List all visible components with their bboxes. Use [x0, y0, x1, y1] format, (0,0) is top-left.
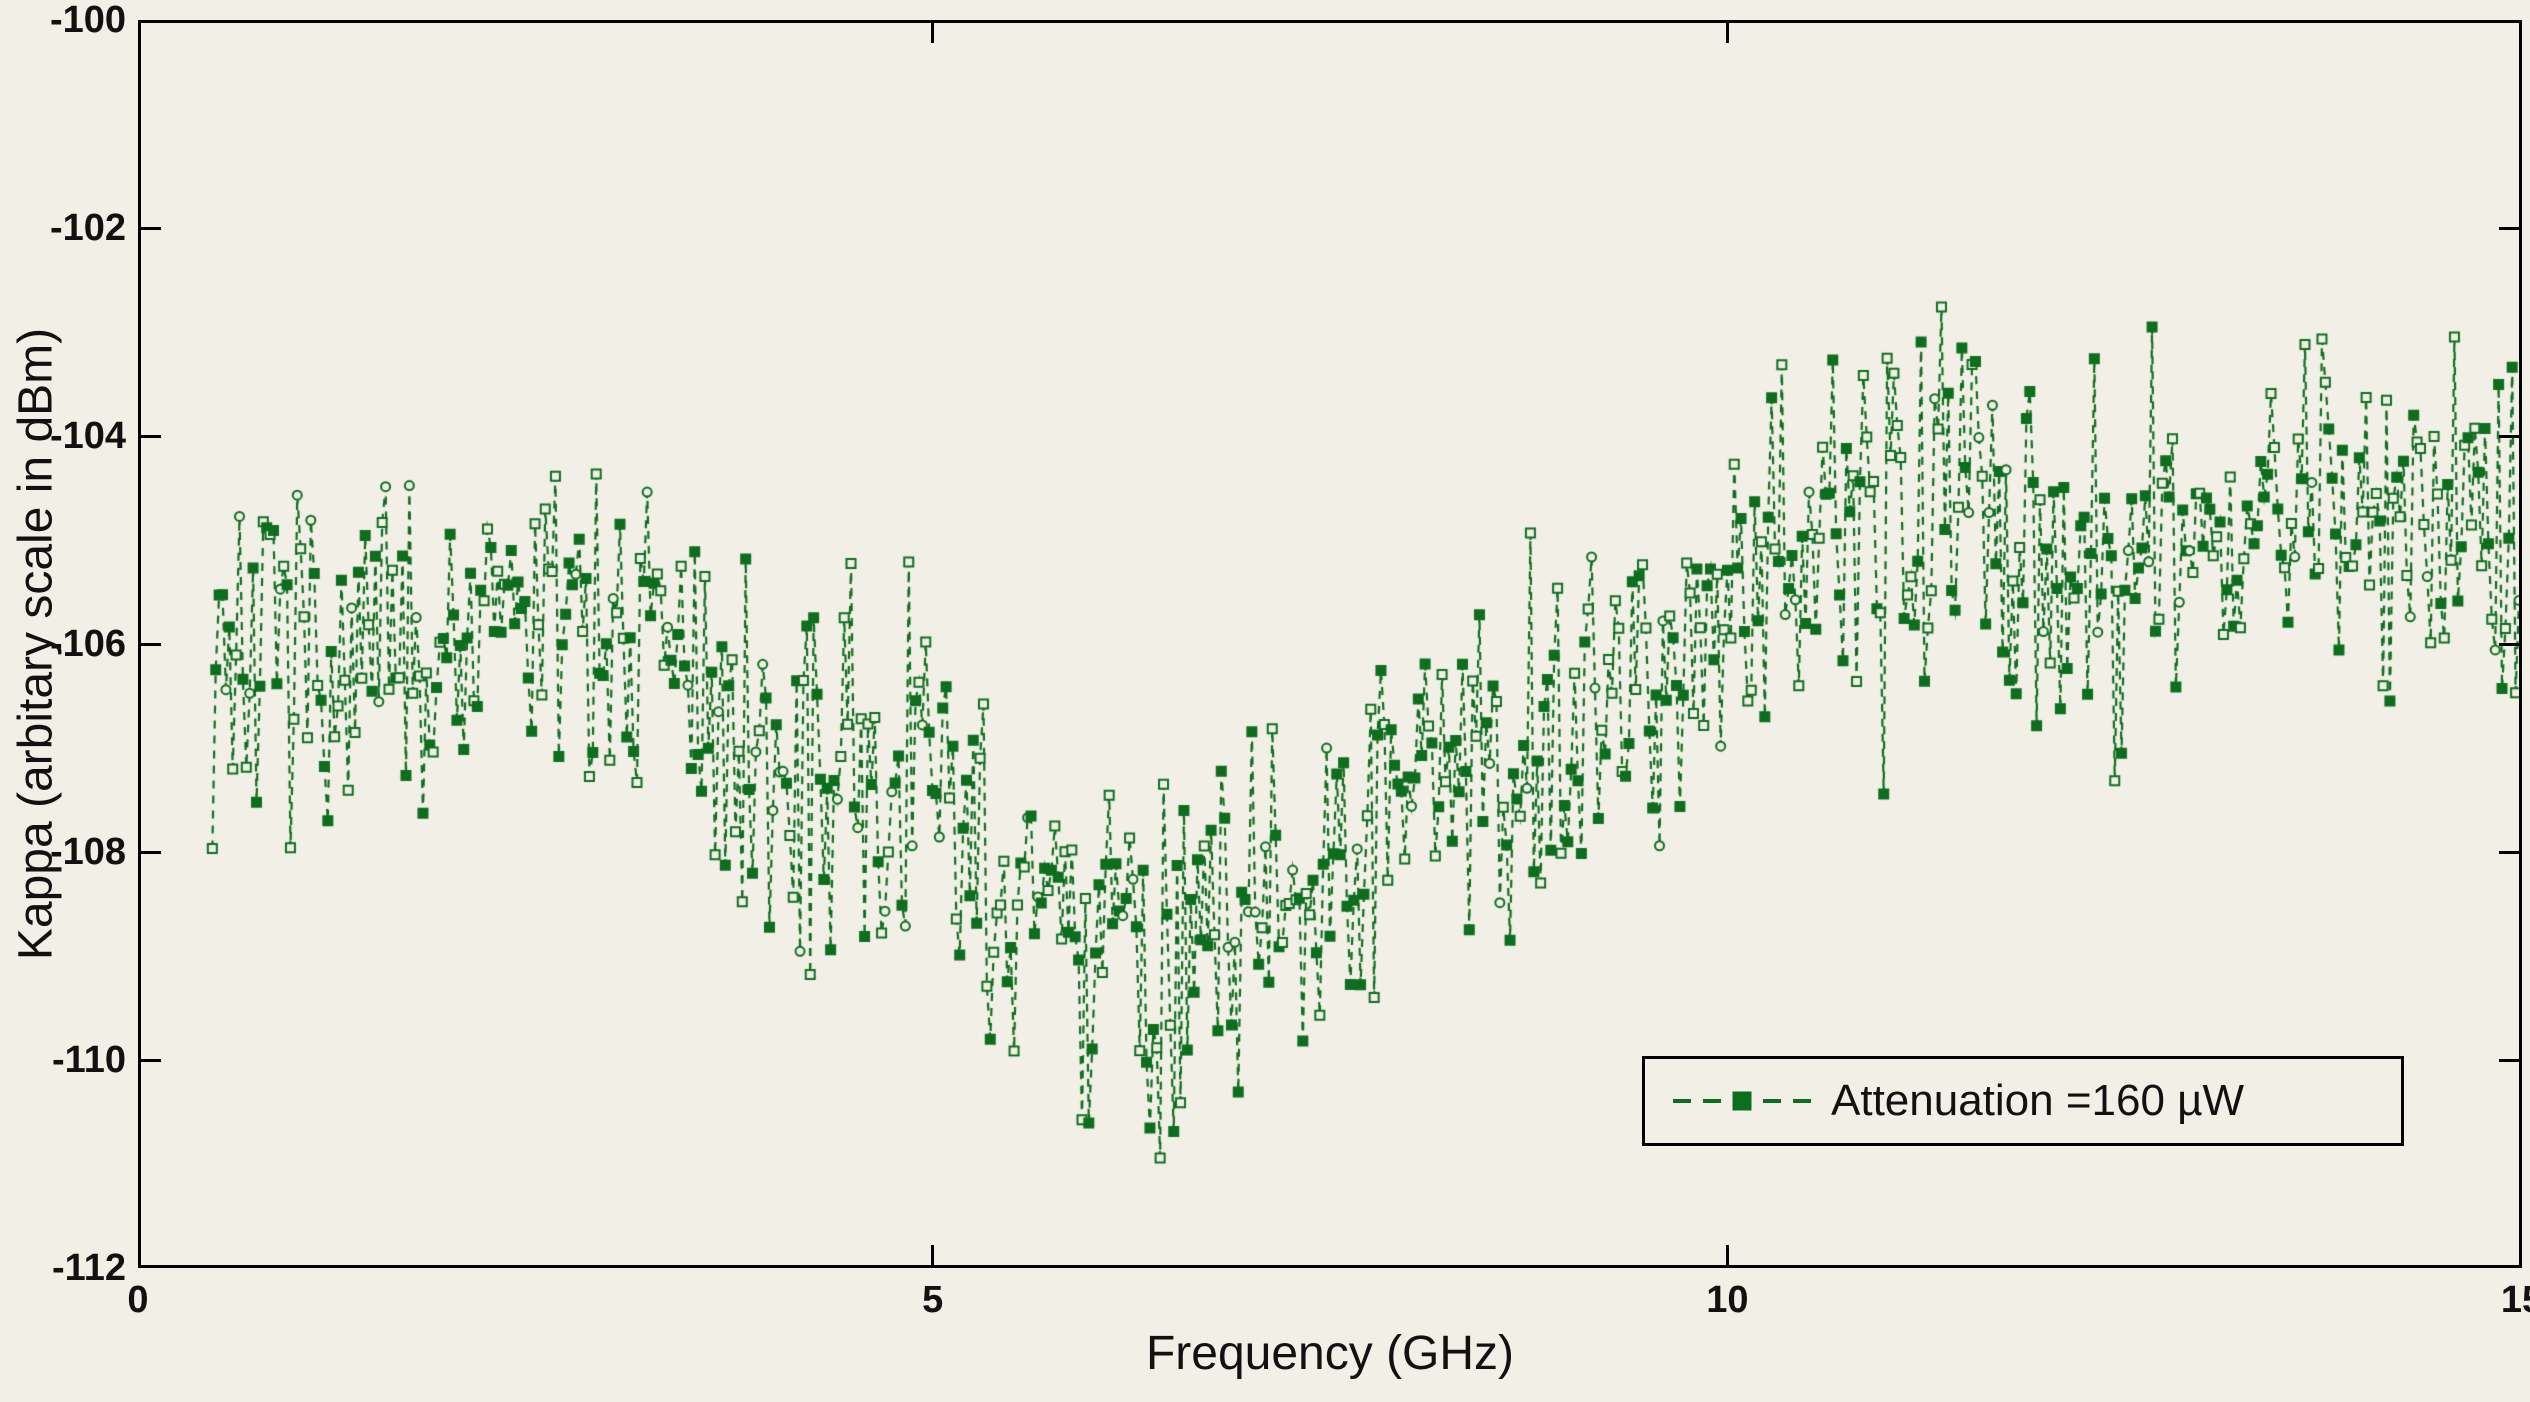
x-tick-mark [931, 23, 935, 43]
x-tick-label: 10 [1706, 1279, 1749, 1321]
y-tick-label: -102 [49, 207, 126, 249]
y-tick-mark [141, 850, 161, 854]
x-tick-label: 5 [922, 1279, 944, 1321]
y-tick-mark [2499, 1058, 2519, 1062]
y-tick-mark [2499, 850, 2519, 854]
x-tick-mark [1725, 23, 1729, 43]
y-tick-mark [141, 434, 161, 438]
y-tick-label: -110 [52, 1039, 126, 1081]
y-tick-mark [2499, 434, 2519, 438]
y-tick-mark [2499, 642, 2519, 646]
y-tick-label: -100 [49, 0, 126, 41]
y-tick-mark [141, 226, 161, 230]
y-tick-mark [2499, 226, 2519, 230]
y-tick-label: -112 [52, 1247, 126, 1289]
x-axis-label: Frequency (GHz) [1145, 1327, 1515, 1380]
x-tick-label: 15 [2500, 1279, 2530, 1321]
y-tick-label: -104 [49, 415, 126, 457]
legend-square-marker [1732, 1091, 1752, 1111]
legend: Attenuation =160 µW [1642, 1056, 2404, 1146]
x-tick-mark [1725, 1245, 1729, 1265]
y-tick-mark [141, 1058, 161, 1062]
legend-label: Attenuation =160 µW [1831, 1076, 2245, 1125]
y-tick-label: -106 [49, 623, 126, 665]
legend-line-sample [1673, 1091, 1811, 1111]
x-tick-mark [931, 1245, 935, 1265]
y-tick-label: -108 [49, 831, 126, 873]
x-tick-label: 0 [127, 1279, 149, 1321]
y-tick-mark [141, 642, 161, 646]
